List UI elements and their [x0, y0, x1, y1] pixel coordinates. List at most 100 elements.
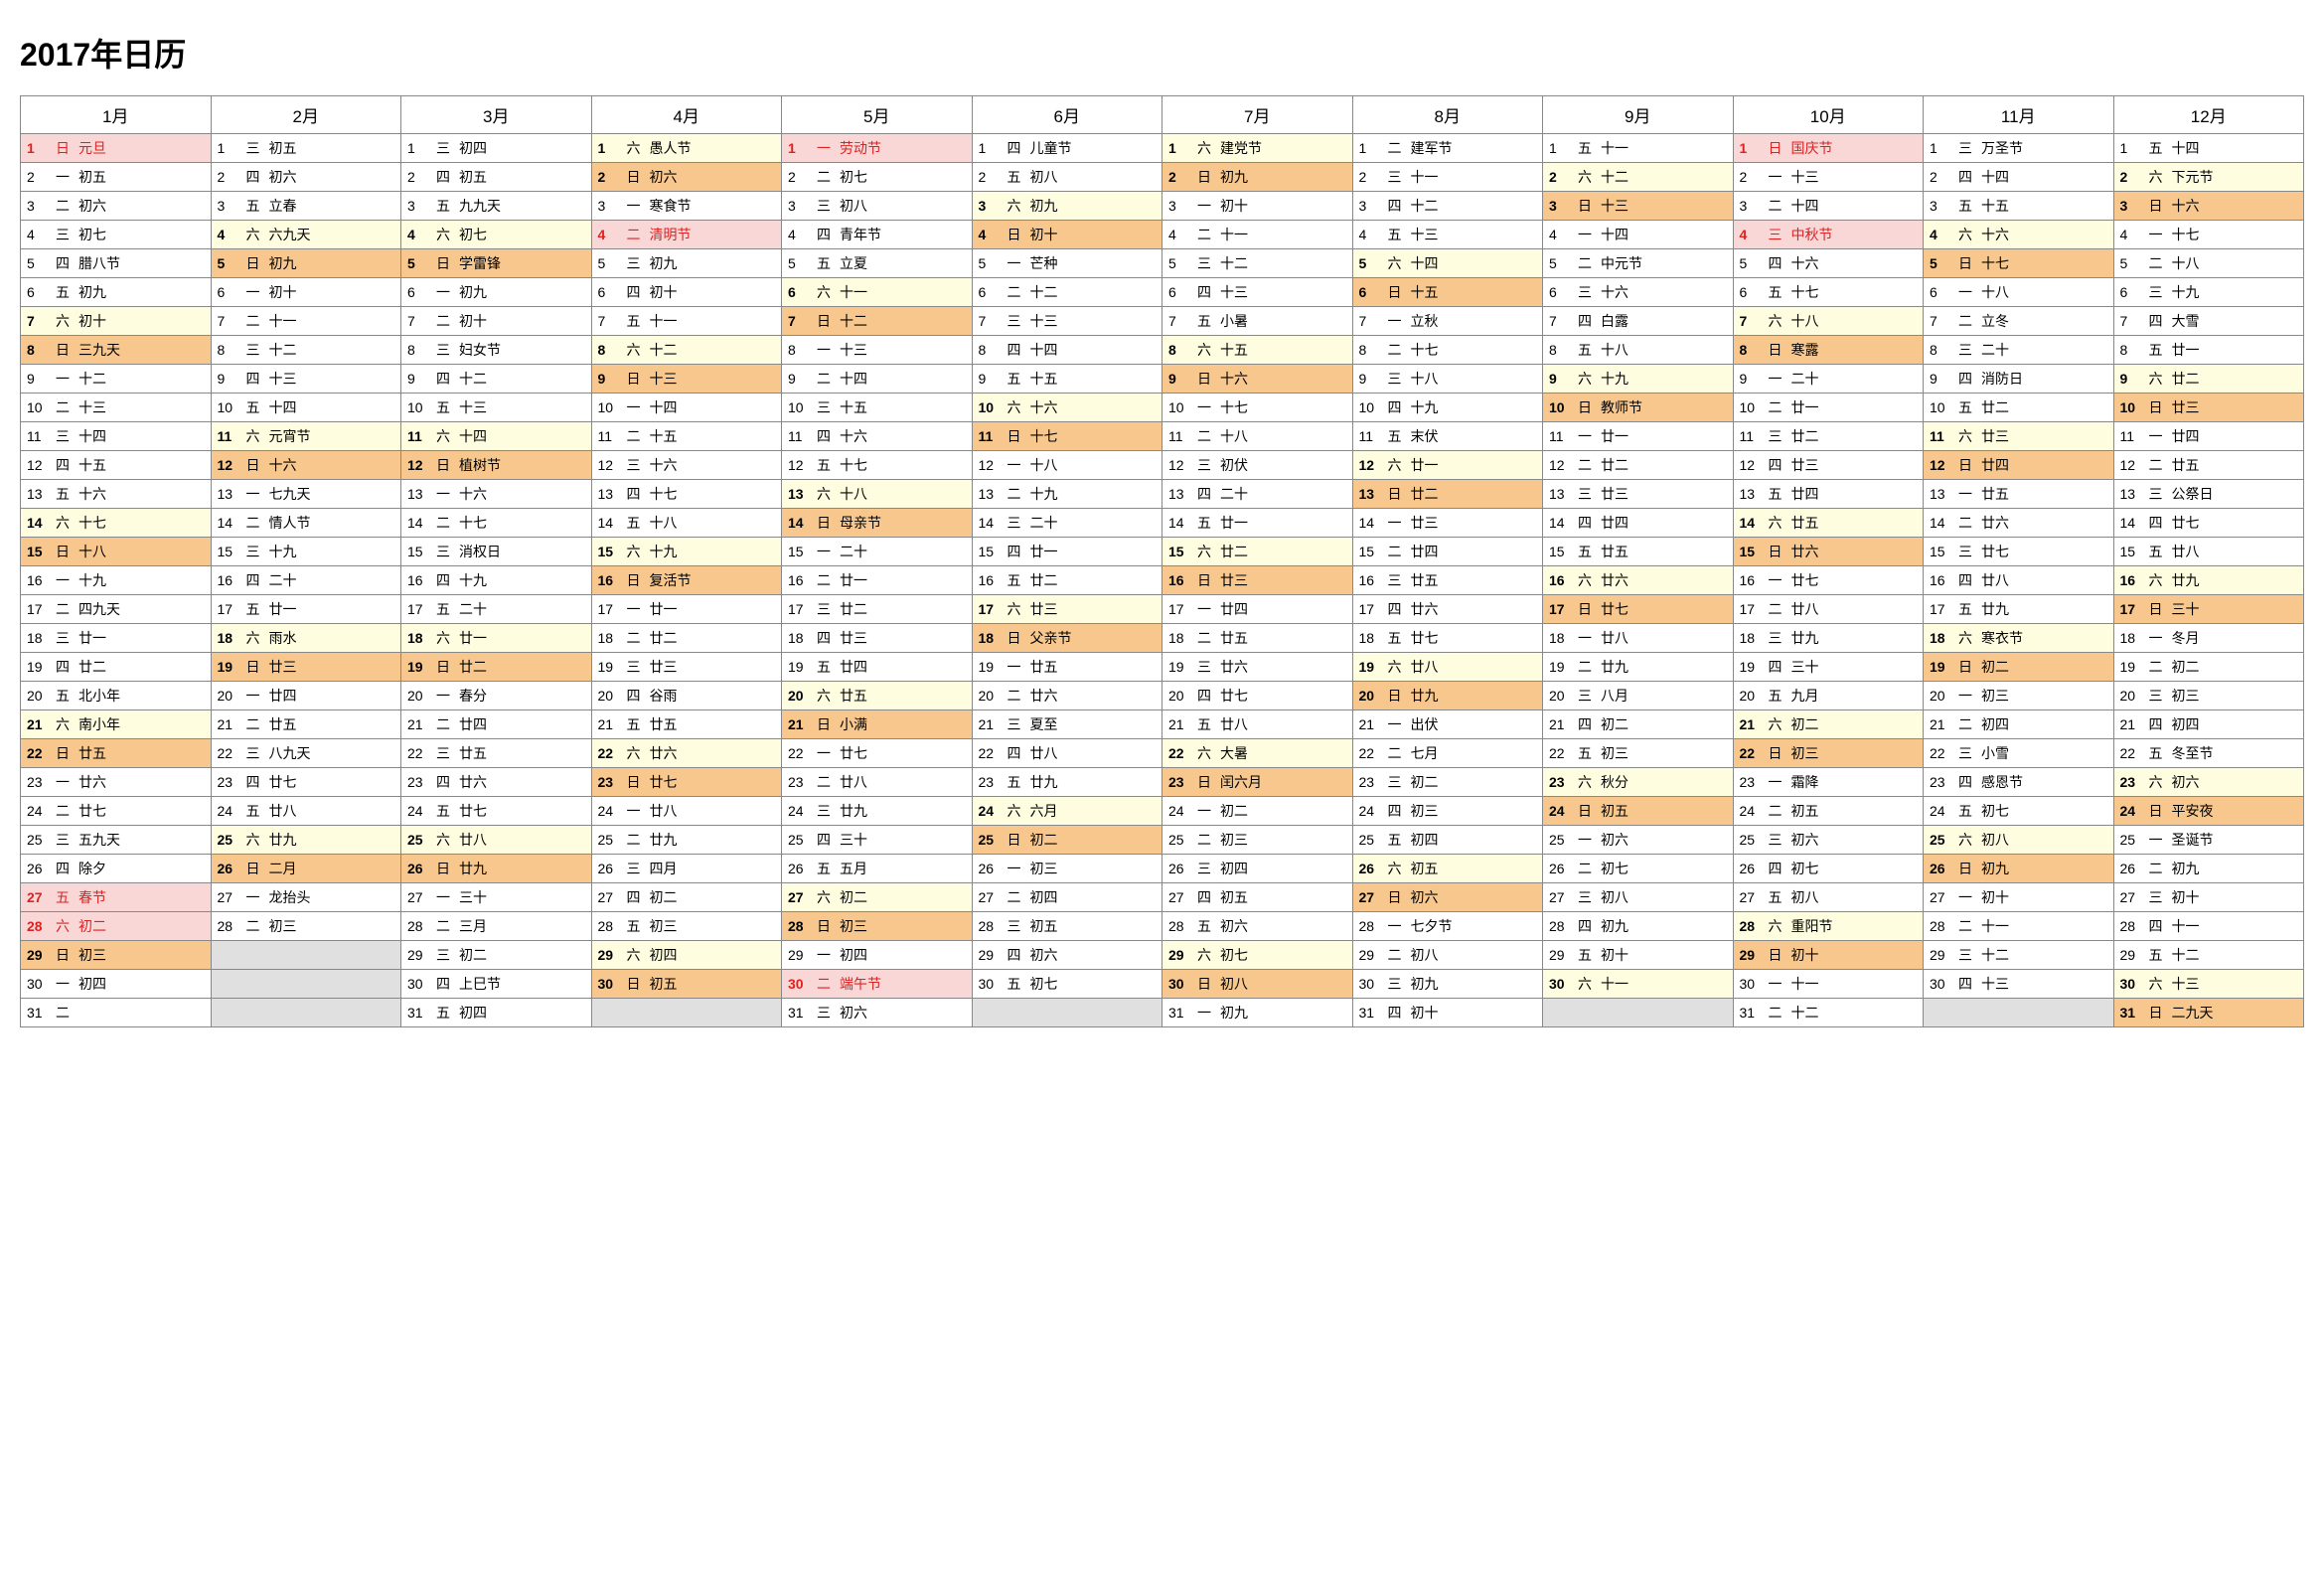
weekday-label: 四	[53, 859, 73, 878]
lunar-label: 廿三	[269, 657, 297, 677]
day-number: 18	[218, 630, 237, 646]
weekday-label: 一	[814, 138, 834, 158]
weekday-label: 三	[53, 830, 73, 850]
weekday-label: 一	[1575, 225, 1595, 244]
day-cell: 24日初五	[1543, 797, 1734, 826]
day-number: 23	[1549, 774, 1569, 790]
weekday-label: 六	[1385, 455, 1405, 475]
day-cell: 29日初十	[1733, 941, 1924, 970]
day-cell: 14五十八	[591, 509, 782, 538]
lunar-label: 初六	[1030, 945, 1058, 965]
day-cell: 26四除夕	[21, 855, 212, 883]
lunar-label: 初六	[1220, 916, 1248, 936]
weekday-label: 三	[1955, 542, 1975, 561]
weekday-label: 日	[433, 859, 453, 878]
lunar-label: 消防日	[1981, 369, 2023, 389]
day-number: 3	[1930, 198, 1949, 214]
table-row: 31二 31五初四 31三初六 31一初九31四初十 31二十二 31日二九天	[21, 999, 2304, 1027]
day-number: 6	[1740, 284, 1760, 300]
day-number: 31	[1359, 1005, 1379, 1021]
weekday-label: 三	[1194, 657, 1214, 677]
lunar-label: 廿一	[1411, 455, 1439, 475]
weekday-label: 六	[1385, 657, 1405, 677]
day-number: 13	[218, 486, 237, 502]
table-row: 15日十八15三十九15三消权日15六十九15一二十15四廿一15六廿二15二廿…	[21, 538, 2304, 566]
weekday-label: 六	[1005, 196, 1024, 216]
lunar-label: 北小年	[78, 686, 120, 706]
weekday-label: 三	[1385, 570, 1405, 590]
weekday-label: 三	[1005, 513, 1024, 533]
lunar-label: 初八	[840, 196, 867, 216]
day-cell: 12日廿四	[1924, 451, 2114, 480]
weekday-label: 三	[53, 225, 73, 244]
lunar-label: 初四	[1411, 830, 1439, 850]
lunar-label: 父亲节	[1030, 628, 1072, 648]
weekday-label: 日	[1955, 455, 1975, 475]
day-number: 12	[598, 457, 618, 473]
lunar-label: 初十	[459, 311, 487, 331]
day-cell: 20三八月	[1543, 682, 1734, 710]
lunar-label: 十三	[78, 397, 106, 417]
weekday-label: 四	[1005, 138, 1024, 158]
day-cell: 20一初三	[1924, 682, 2114, 710]
weekday-label: 三	[1194, 455, 1214, 475]
lunar-label: 除夕	[78, 859, 106, 878]
day-cell: 31二	[21, 999, 212, 1027]
day-cell: 12三初伏	[1162, 451, 1353, 480]
weekday-label: 一	[1955, 686, 1975, 706]
lunar-label: 十八	[1791, 311, 1819, 331]
lunar-label: 十八	[1411, 369, 1439, 389]
lunar-label: 建党节	[1220, 138, 1262, 158]
table-row: 13五十六13一七九天13一十六13四十七13六十八13二十九13四二十13日廿…	[21, 480, 2304, 509]
day-cell: 23日廿七	[591, 768, 782, 797]
day-number: 10	[598, 399, 618, 415]
day-number: 24	[788, 803, 808, 819]
day-cell: 12六廿一	[1352, 451, 1543, 480]
weekday-label: 二	[814, 772, 834, 792]
weekday-label: 四	[53, 455, 73, 475]
day-number: 27	[1930, 889, 1949, 905]
lunar-label: 十一	[1220, 225, 1248, 244]
day-cell: 18三廿九	[1733, 624, 1924, 653]
weekday-label: 三	[1575, 282, 1595, 302]
day-cell: 4二清明节	[591, 221, 782, 249]
weekday-label: 五	[1575, 340, 1595, 360]
day-number: 28	[979, 918, 999, 934]
day-cell: 25五初四	[1352, 826, 1543, 855]
day-cell: 15六廿二	[1162, 538, 1353, 566]
weekday-label: 三	[243, 138, 263, 158]
day-cell: 3三初八	[782, 192, 973, 221]
weekday-label: 四	[1005, 945, 1024, 965]
lunar-label: 廿九	[1791, 628, 1819, 648]
lunar-label: 廿五	[269, 714, 297, 734]
lunar-label: 廿七	[459, 801, 487, 821]
weekday-label: 二	[624, 628, 644, 648]
day-cell: 11六廿三	[1924, 422, 2114, 451]
weekday-label: 二	[1194, 628, 1214, 648]
lunar-label: 廿六	[1220, 657, 1248, 677]
day-cell: 20二廿六	[972, 682, 1162, 710]
lunar-label: 廿七	[1601, 599, 1628, 619]
weekday-label: 三	[814, 196, 834, 216]
lunar-label: 立秋	[1411, 311, 1439, 331]
lunar-label: 初三	[1791, 743, 1819, 763]
day-number: 27	[598, 889, 618, 905]
lunar-label: 廿五	[2172, 455, 2200, 475]
day-cell: 18六廿一	[401, 624, 592, 653]
day-number: 29	[1168, 947, 1188, 963]
day-cell: 24六六月	[972, 797, 1162, 826]
day-cell: 18二廿二	[591, 624, 782, 653]
day-cell: 18四廿三	[782, 624, 973, 653]
day-cell: 19四廿二	[21, 653, 212, 682]
day-number: 9	[788, 371, 808, 387]
weekday-label: 四	[243, 167, 263, 187]
day-number: 26	[1168, 861, 1188, 876]
weekday-label: 四	[2146, 916, 2166, 936]
weekday-label: 日	[243, 657, 263, 677]
lunar-label: 廿九	[1601, 657, 1628, 677]
lunar-label: 十三	[459, 397, 487, 417]
weekday-label: 四	[1575, 311, 1595, 331]
weekday-label: 二	[1766, 1003, 1785, 1023]
day-number: 18	[407, 630, 427, 646]
weekday-label: 三	[1955, 138, 1975, 158]
